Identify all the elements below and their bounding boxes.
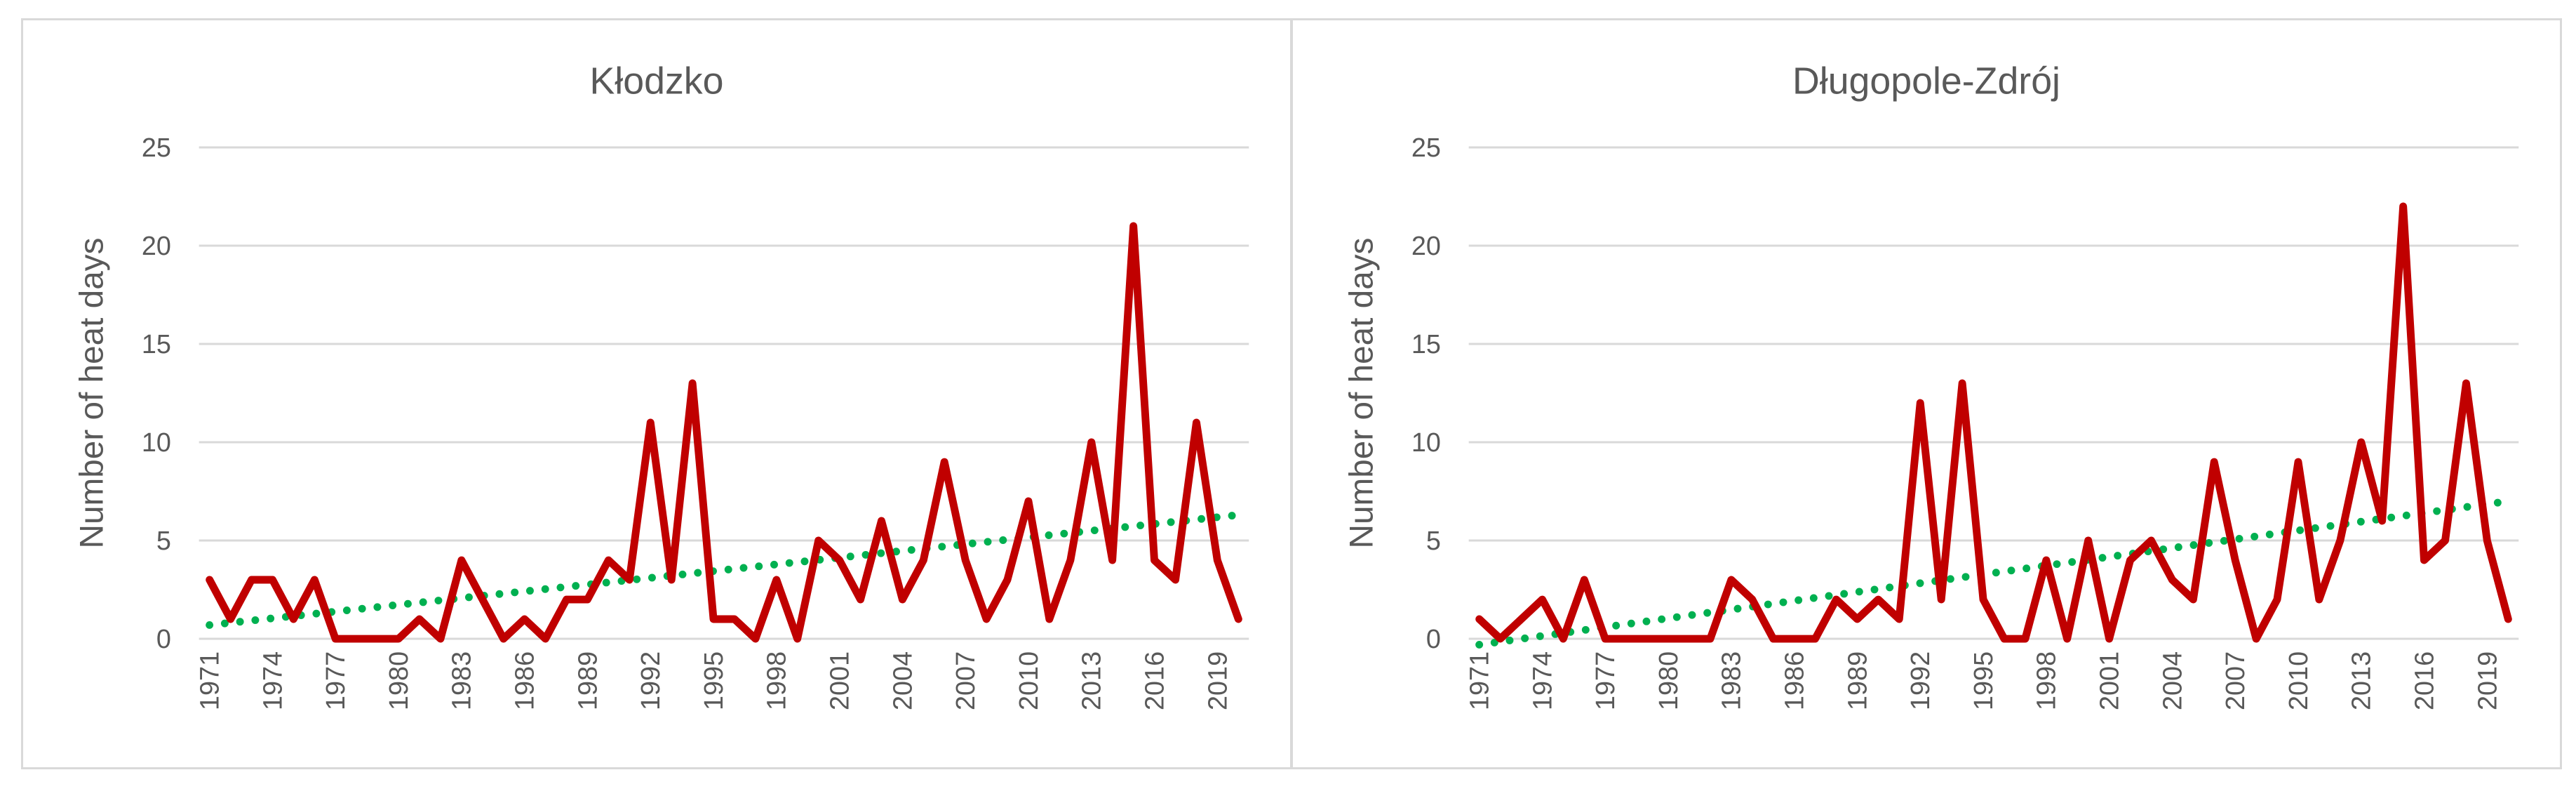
x-tick-label: 1980 bbox=[384, 651, 414, 710]
chart-panel-klodzko: Kłodzko Number of heat days 0 5 10 15 20 25 1971… bbox=[21, 18, 1292, 769]
trend-line bbox=[1475, 497, 2512, 649]
y-axis-label: Number of heat days bbox=[1343, 238, 1380, 549]
x-tick-label: 1974 bbox=[258, 651, 288, 710]
heat-days-series-line bbox=[206, 222, 1242, 643]
y-tick-label: 15 bbox=[1411, 330, 1441, 359]
chart-klodzko: Kłodzko Number of heat days 0 5 10 15 20 25 1971… bbox=[73, 60, 1249, 710]
x-tick-label: 1995 bbox=[699, 651, 729, 710]
x-tick-label: 2004 bbox=[2158, 651, 2187, 710]
y-tick-label: 5 bbox=[1426, 526, 1441, 556]
x-tick-label: 2007 bbox=[2221, 651, 2250, 710]
x-tick-label: 1995 bbox=[1969, 651, 1999, 710]
x-tick-label: 1980 bbox=[1654, 651, 1684, 710]
chart-panel-dlugopole-zdroj: Długopole-Zdrój Number of heat days 0 5 10 15… bbox=[1291, 18, 2562, 769]
x-tick-label: 1977 bbox=[1591, 651, 1621, 710]
y-axis-label: Number of heat days bbox=[73, 238, 110, 549]
y-tick-label: 0 bbox=[156, 625, 171, 654]
x-tick-label: 1971 bbox=[1465, 651, 1495, 710]
y-tick-label: 10 bbox=[142, 428, 171, 458]
y-tick-label: 20 bbox=[142, 232, 171, 261]
x-tick-label: 1992 bbox=[1906, 651, 1936, 710]
x-tick-label: 1983 bbox=[448, 651, 477, 710]
chart-title: Kłodzko bbox=[589, 60, 723, 102]
y-tick-label: 25 bbox=[1411, 133, 1441, 163]
heat-days-series-line bbox=[1475, 202, 2512, 643]
x-tick-label: 2019 bbox=[2473, 651, 2502, 710]
x-tick-label: 1989 bbox=[1843, 651, 1872, 710]
x-tick-label: 1977 bbox=[321, 651, 351, 710]
y-tick-label: 5 bbox=[156, 526, 171, 556]
x-tick-label: 2001 bbox=[2095, 651, 2125, 710]
y-tick-label: 15 bbox=[142, 330, 171, 359]
x-tick-label: 1998 bbox=[763, 651, 792, 710]
x-tick-label: 1986 bbox=[511, 651, 540, 710]
x-tick-label: 2001 bbox=[826, 651, 855, 710]
y-tick-label: 10 bbox=[1411, 428, 1441, 458]
x-tick-label: 1989 bbox=[573, 651, 603, 710]
y-tick-label: 20 bbox=[1411, 232, 1441, 261]
y-tick-label: 0 bbox=[1426, 625, 1441, 654]
trend-line bbox=[206, 511, 1242, 629]
x-tick-label: 2013 bbox=[2347, 651, 2377, 710]
x-tick-label: 1998 bbox=[2032, 651, 2062, 710]
x-tick-label: 2004 bbox=[888, 651, 918, 710]
x-tick-label: 2010 bbox=[2284, 651, 2314, 710]
x-tick-label: 1971 bbox=[196, 651, 225, 710]
x-tick-label: 1974 bbox=[1528, 651, 1557, 710]
x-tick-label: 2007 bbox=[951, 651, 981, 710]
x-tick-label: 1992 bbox=[636, 651, 666, 710]
x-tick-label: 2016 bbox=[1140, 651, 1169, 710]
x-tick-label: 2019 bbox=[1203, 651, 1233, 710]
x-tick-label: 2013 bbox=[1078, 651, 1107, 710]
x-tick-label: 1986 bbox=[1780, 651, 1810, 710]
y-tick-label: 25 bbox=[142, 133, 171, 163]
x-tick-label: 2016 bbox=[2410, 651, 2439, 710]
chart-dlugopole-zdroj: Długopole-Zdrój Number of heat days 0 5 10 15… bbox=[1343, 60, 2519, 710]
chart-title: Długopole-Zdrój bbox=[1792, 60, 2060, 102]
x-tick-label: 2010 bbox=[1014, 651, 1044, 710]
x-tick-label: 1983 bbox=[1717, 651, 1747, 710]
